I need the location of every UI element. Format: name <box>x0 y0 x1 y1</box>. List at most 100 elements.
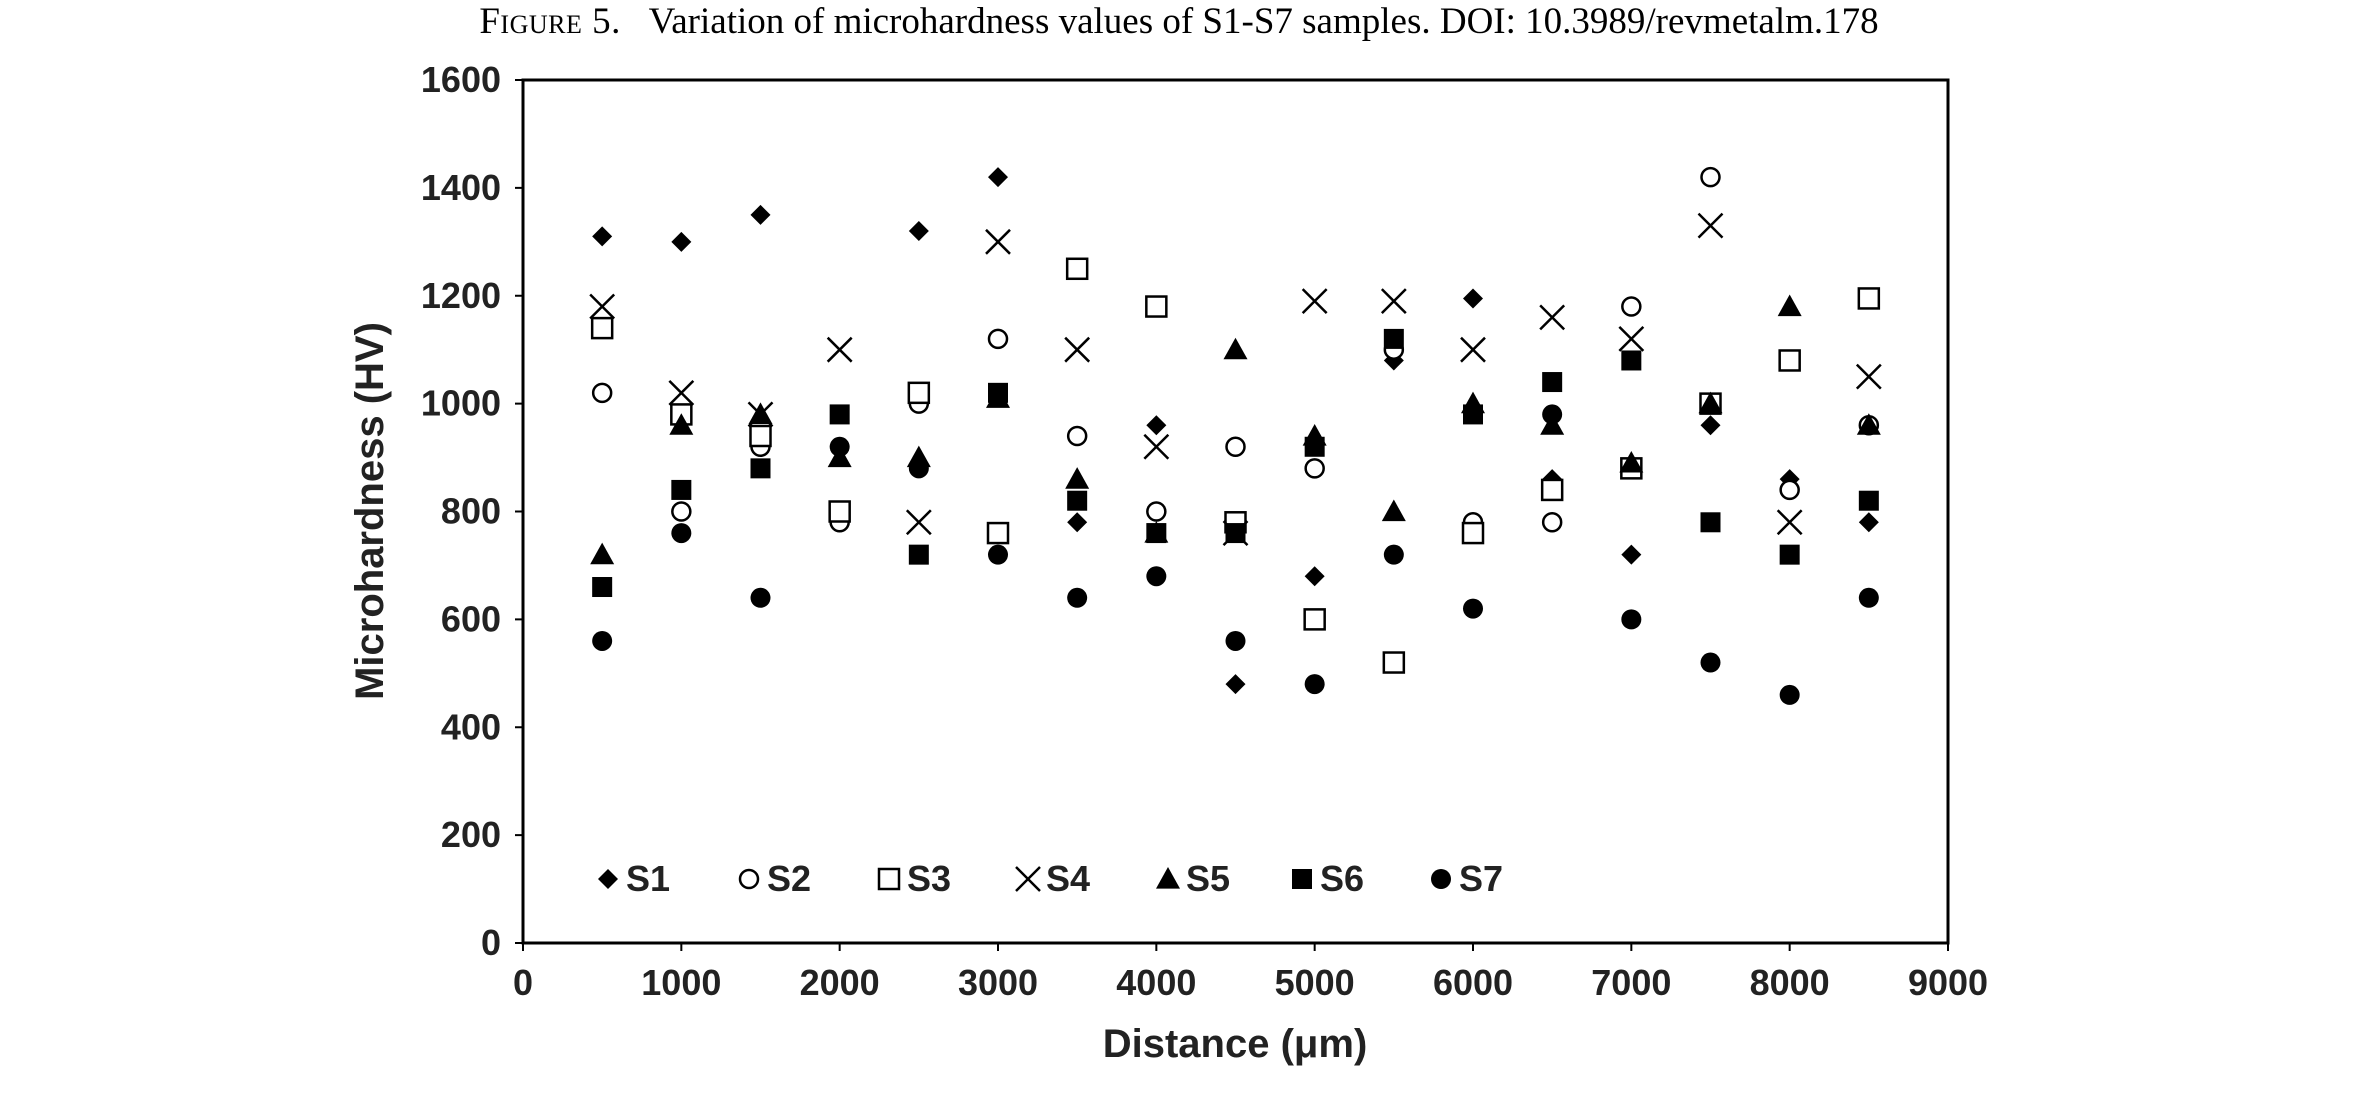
y-tick-label: 1600 <box>421 59 501 100</box>
point-s7 <box>1700 652 1721 673</box>
point-s2 <box>1225 436 1246 458</box>
point-s1 <box>1304 566 1325 587</box>
point-s6 <box>1779 544 1800 565</box>
x-tick-label: 3000 <box>958 962 1038 1003</box>
point-s7 <box>908 458 929 479</box>
point-s1 <box>908 221 929 242</box>
point-s4 <box>1460 336 1486 363</box>
point-s2 <box>1304 458 1325 479</box>
point-s5 <box>748 402 773 425</box>
y-tick-label: 200 <box>441 814 501 855</box>
point-s6 <box>671 479 692 500</box>
point-s1 <box>671 231 692 252</box>
point-s3 <box>1461 521 1485 545</box>
point-s7 <box>1463 598 1483 619</box>
y-tick-label: 1400 <box>421 167 501 208</box>
point-s5 <box>1698 391 1723 414</box>
point-s4 <box>1064 336 1091 363</box>
legend-marker-s4 <box>1015 866 1041 892</box>
point-s7 <box>1383 544 1404 565</box>
y-tick-label: 1000 <box>421 383 501 424</box>
legend-label: S4 <box>1046 858 1090 899</box>
point-s4 <box>905 509 932 536</box>
legend-label: S7 <box>1459 858 1503 899</box>
series-s7 <box>592 404 1879 705</box>
x-tick-label: 4000 <box>1116 962 1196 1003</box>
point-s1 <box>1067 512 1088 533</box>
legend-marker-s3 <box>877 867 901 891</box>
point-s1 <box>592 226 613 247</box>
x-tick-label: 9000 <box>1908 962 1988 1003</box>
point-s7 <box>1779 684 1800 705</box>
point-s2 <box>987 328 1009 350</box>
point-s3 <box>590 316 614 340</box>
point-s4 <box>985 228 1011 255</box>
point-s6 <box>1621 350 1642 371</box>
point-s2 <box>1066 425 1088 447</box>
caption-text: Variation of microhardness values of S1-… <box>648 1 1879 42</box>
point-s2 <box>1621 296 1642 317</box>
x-tick-label: 6000 <box>1433 962 1513 1003</box>
point-s4 <box>826 336 853 363</box>
point-s6 <box>988 382 1008 403</box>
point-s1 <box>1463 288 1483 309</box>
point-s7 <box>592 630 613 651</box>
legend-item-s1: S1 <box>598 858 670 899</box>
legend-label: S2 <box>767 858 811 899</box>
legend-label: S3 <box>907 858 951 899</box>
point-s2 <box>1779 479 1800 501</box>
figure-label: Figure 5. <box>479 1 621 42</box>
x-axis: 0 1000 2000 3000 4000 5000 6000 7000 8000 9000 <box>513 943 1988 1003</box>
point-s2 <box>671 501 692 522</box>
y-tick-label: 600 <box>441 598 501 639</box>
point-s1 <box>988 167 1008 188</box>
point-s4 <box>1380 288 1407 315</box>
legend-marker-s5 <box>1156 867 1180 889</box>
legend-label: S6 <box>1320 858 1364 899</box>
y-tick-label: 0 <box>481 922 501 963</box>
x-tick-label: 1000 <box>641 962 721 1003</box>
legend-item-s2: S2 <box>738 858 811 899</box>
point-s6 <box>1067 490 1088 511</box>
point-s5 <box>669 413 694 435</box>
point-s7 <box>988 544 1008 565</box>
point-s7 <box>1067 587 1088 608</box>
point-s3 <box>1857 287 1881 310</box>
point-s6 <box>1700 512 1721 533</box>
point-s6 <box>592 577 613 598</box>
point-s2 <box>1146 501 1167 522</box>
series-s1 <box>592 167 1879 695</box>
x-tick-label: 8000 <box>1750 962 1830 1003</box>
legend-item-s7: S7 <box>1431 858 1503 899</box>
point-s7 <box>750 587 771 608</box>
point-s7 <box>829 436 850 457</box>
point-s6 <box>1304 436 1325 457</box>
point-s7 <box>1858 587 1879 608</box>
point-s4 <box>1776 509 1803 536</box>
series-s4 <box>589 212 1882 546</box>
legend: S1 S2 S3 S4 S5 S6 S7 <box>598 858 1503 899</box>
point-s4 <box>1301 288 1328 315</box>
point-s3 <box>1303 608 1326 631</box>
point-s6 <box>829 404 850 425</box>
point-s5 <box>1065 467 1090 489</box>
legend-label: S1 <box>626 858 670 899</box>
point-s6 <box>908 544 929 565</box>
legend-marker-s2 <box>738 868 760 890</box>
point-s5 <box>1223 337 1248 360</box>
series-s6 <box>592 328 1879 598</box>
data-points <box>589 166 1882 705</box>
legend-item-s5: S5 <box>1156 858 1230 899</box>
point-s4 <box>1618 326 1645 352</box>
point-s6 <box>1463 404 1483 425</box>
point-s4 <box>1539 304 1566 331</box>
legend-marker-s6 <box>1292 869 1312 889</box>
figure-caption: Figure 5. Variation of microhardness val… <box>0 0 2358 44</box>
point-s4 <box>1855 363 1882 390</box>
series-s3 <box>590 257 1881 674</box>
point-s6 <box>1542 372 1563 393</box>
legend-item-s3: S3 <box>877 858 951 899</box>
y-tick-label: 400 <box>441 706 501 747</box>
point-s7 <box>1146 566 1167 587</box>
point-s1 <box>1700 415 1721 436</box>
